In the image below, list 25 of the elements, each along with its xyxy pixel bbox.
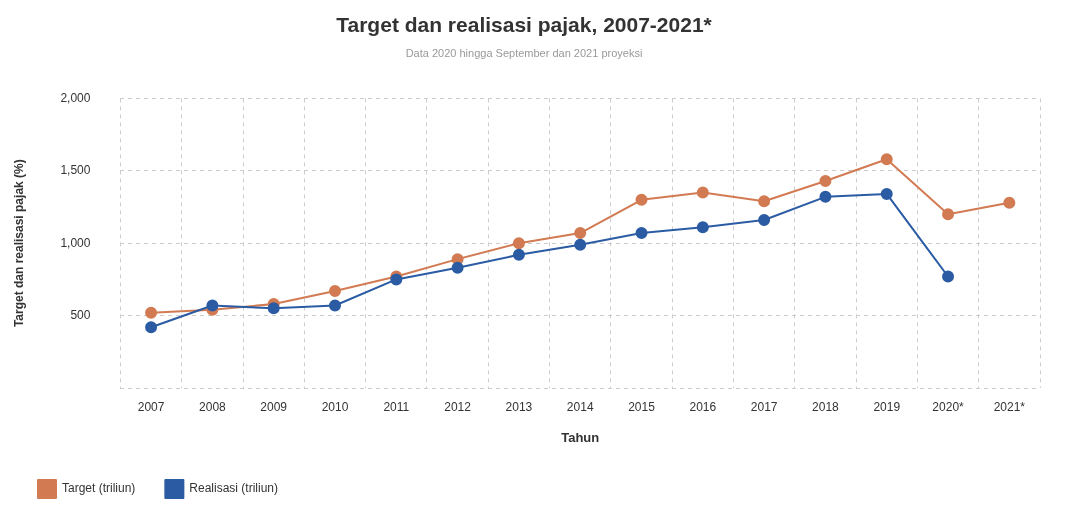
x-tick-label: 2017 — [750, 399, 778, 414]
x-tick-label: 2013 — [505, 399, 533, 414]
x-tick-label: 2014 — [566, 399, 594, 414]
y-axis-title: Target dan realisasi pajak (%) — [11, 159, 26, 328]
x-tick-label: 2019 — [873, 399, 901, 414]
legend-label: Realisasi (triliun) — [189, 481, 279, 496]
y-tick-label: 500 — [70, 307, 91, 322]
x-tick-label: 2018 — [812, 399, 840, 414]
x-tick-label: 2010 — [321, 399, 349, 414]
y-tick-label: 1,000 — [60, 235, 91, 250]
x-tick-label: 2020* — [932, 399, 965, 414]
x-tick-label: 2012 — [444, 399, 472, 414]
x-tick-label: 2011 — [383, 399, 410, 414]
x-tick-label: 2008 — [199, 399, 227, 414]
x-tick-label: 2016 — [689, 399, 717, 414]
y-tick-label: 2,000 — [60, 90, 91, 105]
x-tick-label: 2015 — [628, 399, 656, 414]
x-tick-label: 2007 — [137, 399, 165, 414]
chart-subtitle: Data 2020 hingga September dan 2021 proyeksi — [405, 46, 643, 59]
x-axis-title: Tahun — [561, 429, 600, 445]
x-tick-label: 2009 — [260, 399, 288, 414]
legend-label: Target (triliun) — [62, 481, 136, 496]
y-tick-label: 1,500 — [60, 163, 91, 178]
x-tick-label: 2021* — [993, 399, 1026, 414]
chart-title: Target dan realisasi pajak, 2007-2021* — [336, 13, 713, 37]
